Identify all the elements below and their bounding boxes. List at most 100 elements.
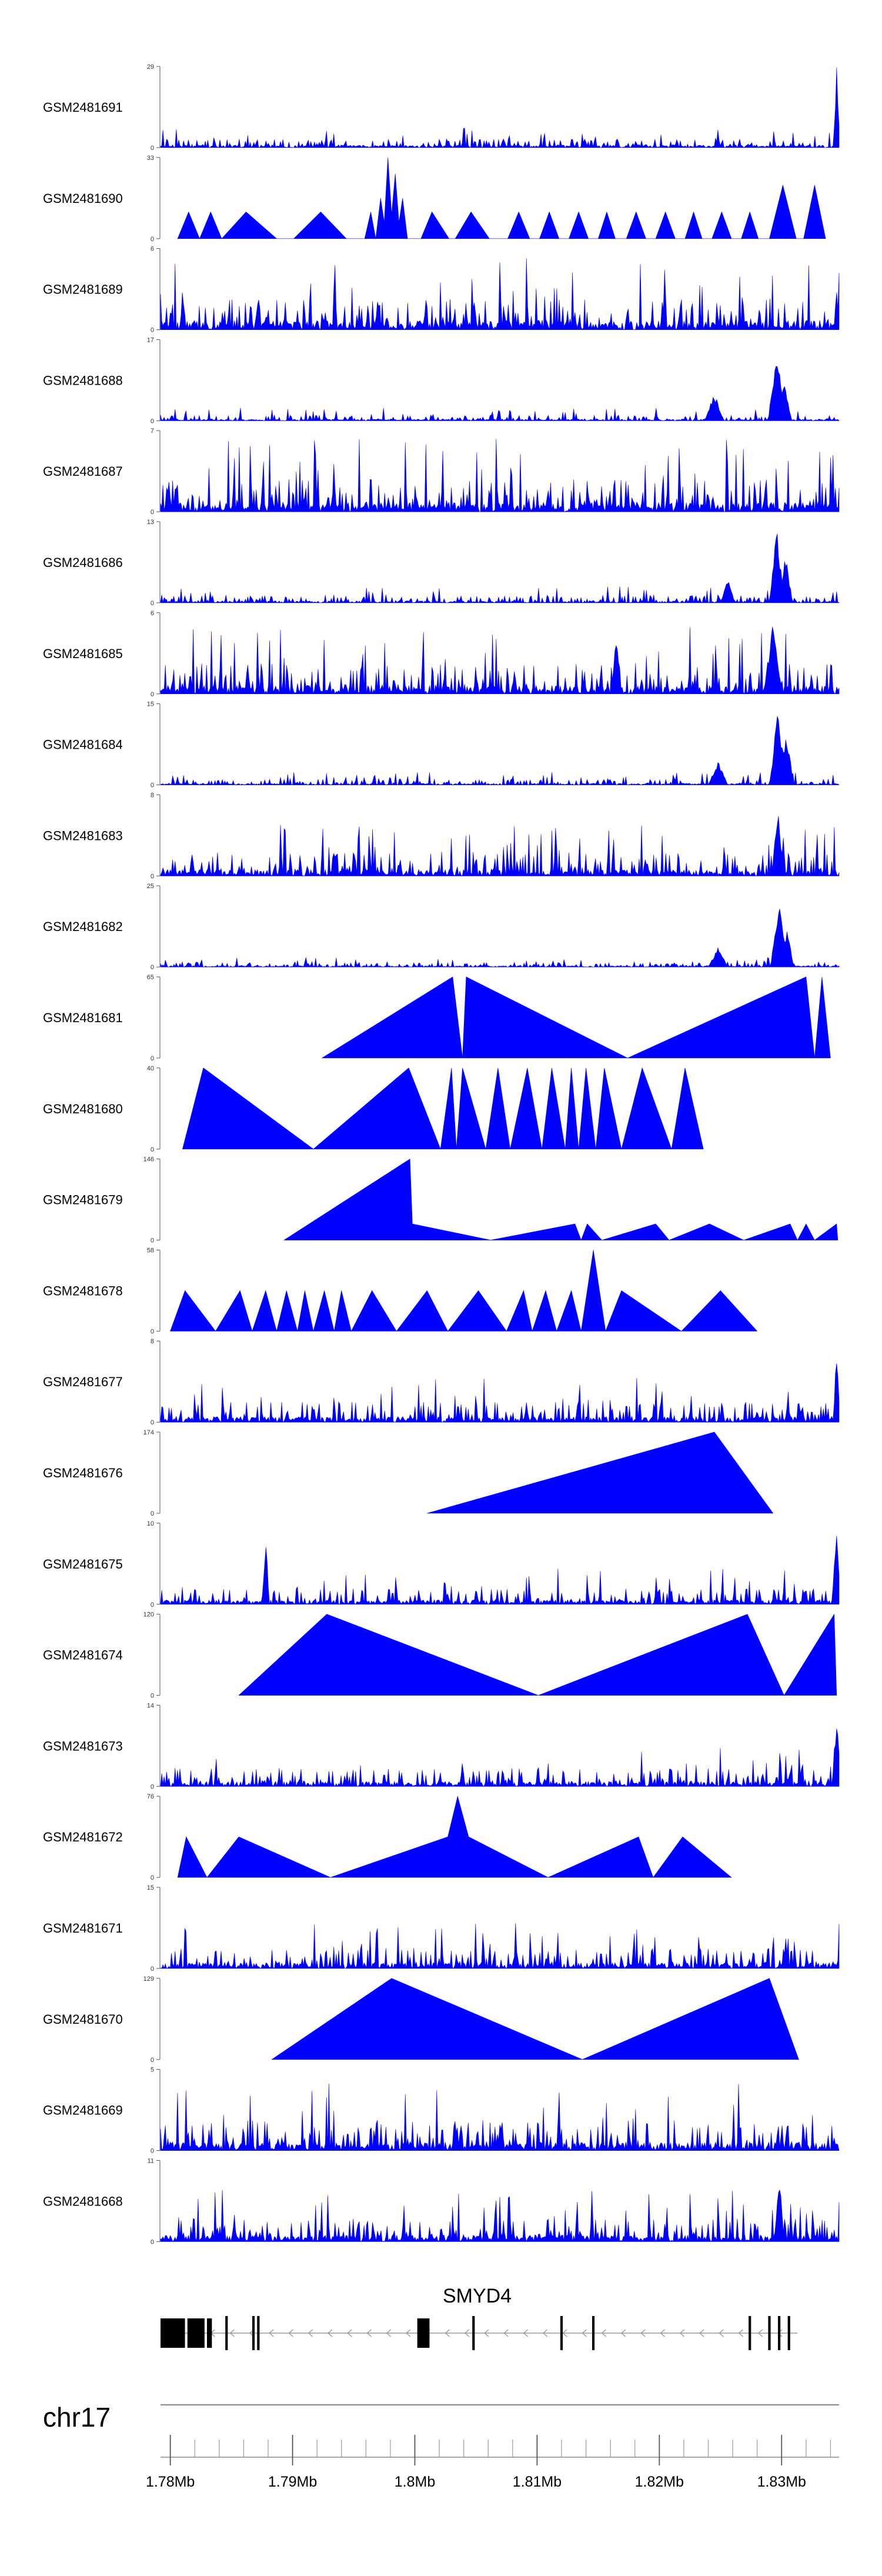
coverage-area — [160, 1729, 840, 1787]
y-min-label: 0 — [151, 2238, 154, 2245]
coverage-area — [160, 258, 840, 331]
track-label: GSM2481672 — [43, 1830, 123, 1844]
coverage-area — [177, 1796, 732, 1878]
coverage-area — [160, 909, 840, 967]
track-label: GSM2481673 — [43, 1739, 123, 1753]
y-min-label: 0 — [151, 1510, 154, 1517]
y-min-label: 0 — [151, 327, 154, 334]
strand-arrow — [308, 2329, 313, 2337]
y-max-label: 14 — [147, 1702, 154, 1709]
coverage-area — [160, 67, 840, 148]
track-label: GSM2481687 — [43, 464, 123, 479]
coverage-area — [160, 2189, 840, 2243]
track: GSM2481689 6 0 — [43, 246, 840, 334]
chromosome-label: chr17 — [43, 2402, 111, 2432]
axis-tick-label: 1.8Mb — [395, 2474, 435, 2490]
gene-name-label: SMYD4 — [443, 2285, 512, 2307]
track-label: GSM2481675 — [43, 1557, 123, 1571]
y-max-label: 6 — [151, 246, 154, 253]
track-label: GSM2481691 — [43, 100, 123, 115]
exon — [787, 2316, 790, 2350]
axis-tick-label: 1.82Mb — [635, 2474, 684, 2490]
gene-model: SMYD4 — [161, 2285, 798, 2350]
y-max-label: 5 — [151, 2067, 154, 2074]
y-max-label: 15 — [147, 1884, 154, 1891]
y-max-label: 11 — [148, 2157, 154, 2164]
y-min-label: 0 — [151, 1055, 154, 1062]
coverage-area — [170, 1250, 758, 1332]
y-min-label: 0 — [151, 509, 154, 516]
coverage-area — [160, 2083, 840, 2151]
track: GSM2481673 14 0 — [43, 1702, 840, 1790]
coverage-area — [321, 976, 831, 1059]
track-label: GSM2481670 — [43, 2012, 123, 2027]
y-min-label: 0 — [151, 1601, 154, 1609]
track: GSM2481691 29 0 — [43, 64, 840, 152]
coverage-area — [160, 626, 840, 695]
y-min-label: 0 — [151, 1419, 154, 1426]
y-max-label: 33 — [147, 155, 154, 162]
y-max-label: 174 — [143, 1429, 154, 1436]
track: GSM2481681 65 0 — [43, 974, 831, 1062]
strand-arrow — [523, 2329, 529, 2337]
coverage-area — [182, 1067, 704, 1150]
track-label: GSM2481679 — [43, 1193, 123, 1207]
track-label: GSM2481690 — [43, 191, 123, 206]
y-max-label: 25 — [147, 883, 154, 890]
strand-arrow — [229, 2329, 235, 2337]
strand-arrow — [601, 2329, 607, 2337]
strand-arrow — [327, 2329, 333, 2337]
strand-arrow — [347, 2329, 352, 2337]
track: GSM2481686 13 0 — [43, 519, 840, 607]
exon — [417, 2318, 430, 2348]
y-max-label: 8 — [151, 1338, 154, 1345]
strand-arrow — [660, 2329, 665, 2337]
y-min-label: 0 — [151, 1237, 154, 1244]
strand-arrow — [288, 2329, 293, 2337]
track-label: GSM2481671 — [43, 1921, 123, 1936]
track-label: GSM2481685 — [43, 646, 123, 661]
coverage-area — [160, 533, 840, 603]
strand-arrow — [620, 2329, 626, 2337]
y-max-label: 120 — [143, 1611, 154, 1619]
y-min-label: 0 — [151, 1966, 154, 1973]
y-max-label: 7 — [151, 428, 154, 435]
track: GSM2481668 11 0 — [43, 2157, 840, 2245]
track: GSM2481671 15 0 — [43, 1884, 840, 1973]
track-label: GSM2481669 — [43, 2103, 123, 2118]
track-label: GSM2481678 — [43, 1283, 123, 1298]
coverage-area — [271, 1978, 799, 2060]
track-label: GSM2481676 — [43, 1466, 123, 1480]
y-max-label: 13 — [147, 519, 154, 526]
strand-arrow — [582, 2329, 587, 2337]
y-max-label: 129 — [143, 1976, 154, 1983]
y-min-label: 0 — [151, 2148, 154, 2155]
strand-arrow — [464, 2329, 470, 2337]
strand-arrow — [562, 2329, 567, 2337]
track-label: GSM2481689 — [43, 282, 123, 297]
strand-arrow — [269, 2329, 274, 2337]
y-max-label: 40 — [147, 1065, 154, 1072]
y-max-label: 58 — [147, 1247, 154, 1254]
y-max-label: 15 — [147, 701, 154, 708]
track-label: GSM2481668 — [43, 2194, 123, 2208]
strand-arrow — [386, 2329, 392, 2337]
track: GSM2481678 58 0 — [43, 1247, 758, 1335]
exon — [768, 2316, 771, 2350]
exon — [778, 2316, 781, 2350]
track: GSM2481684 15 0 — [43, 701, 840, 789]
exon — [749, 2316, 751, 2350]
axis-tick-label: 1.79Mb — [268, 2474, 317, 2490]
y-min-label: 0 — [151, 418, 154, 425]
track: GSM2481679 146 0 — [43, 1156, 838, 1244]
coverage-tracks: GSM2481691290GSM2481690330GSM248168960GS… — [43, 64, 840, 2245]
y-max-label: 6 — [151, 610, 154, 617]
strand-arrow — [445, 2329, 450, 2337]
y-max-label: 17 — [147, 336, 154, 343]
exon — [207, 2318, 212, 2348]
track-label: GSM2481674 — [43, 1648, 123, 1663]
strand-arrow — [640, 2329, 646, 2337]
track: GSM2481687 7 0 — [43, 428, 840, 516]
track: GSM2481669 5 0 — [43, 2067, 840, 2155]
strand-arrow — [484, 2329, 489, 2337]
